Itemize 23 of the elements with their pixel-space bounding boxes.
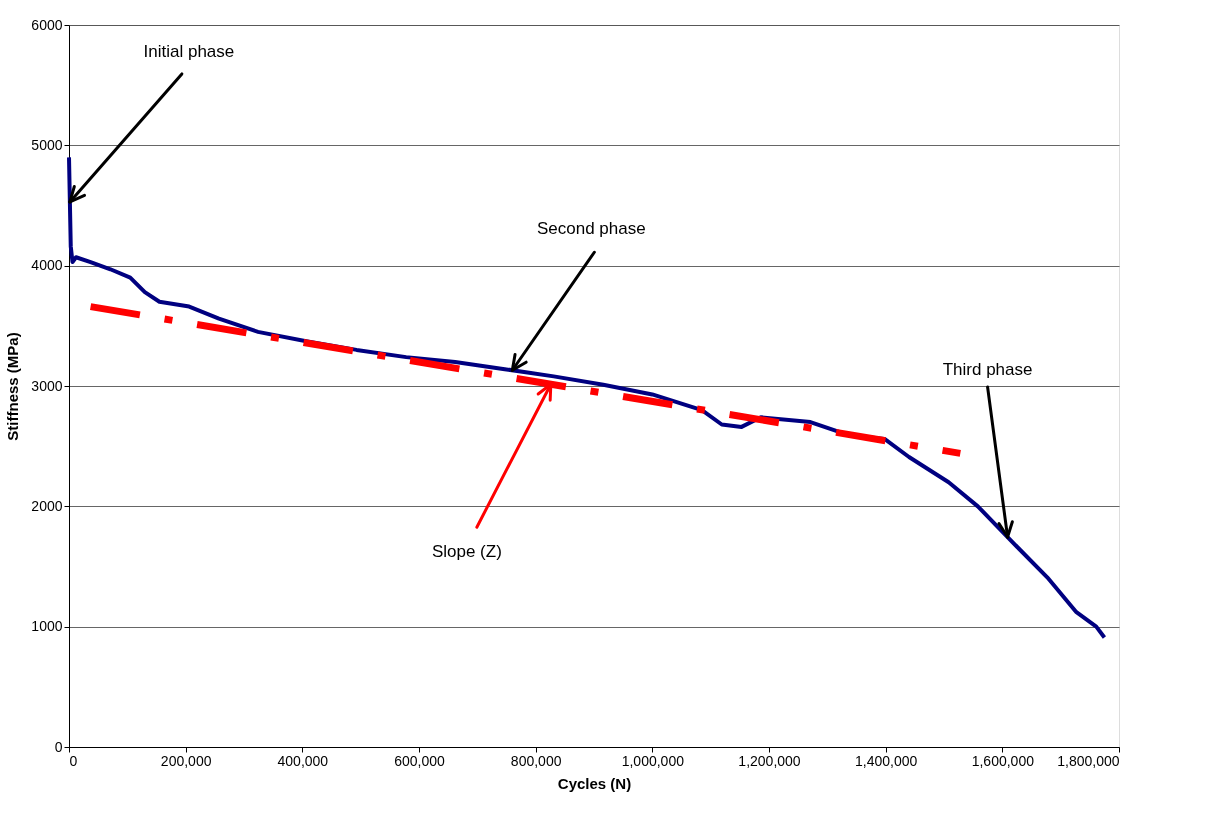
x-tick-label: 1,200,000 (738, 752, 801, 769)
x-tick-label: 1,800,000 (1057, 752, 1120, 769)
y-tick-label: 1000 (31, 618, 63, 635)
x-tick-label: 800,000 (510, 752, 562, 769)
y-tick-label: 0 (54, 738, 63, 755)
annotation: Second phase (536, 219, 646, 239)
x-tick-label: 0 (69, 752, 78, 769)
x-tick-label: 600,000 (394, 752, 446, 769)
x-axis-title: Cycles (N) (557, 774, 632, 792)
annotation: Initial phase (143, 41, 235, 61)
y-tick-label: 3000 (31, 377, 63, 394)
y-tick-label: 2000 (31, 497, 63, 514)
y-tick-label: 4000 (31, 257, 63, 274)
x-tick-label: 200,000 (160, 752, 212, 769)
annotation: Slope (Z) (431, 542, 502, 562)
x-tick-label: 1,600,000 (971, 752, 1035, 769)
annotation: Third phase (942, 360, 1033, 380)
x-tick-label: 1,400,000 (855, 752, 918, 769)
y-tick-label: 5000 (31, 136, 63, 153)
y-axis-title: Stiffness (MPa) (4, 332, 22, 441)
y-tick-label: 6000 (31, 16, 63, 33)
x-tick-label: 400,000 (277, 752, 329, 769)
x-tick-label: 1,000,000 (621, 752, 685, 769)
